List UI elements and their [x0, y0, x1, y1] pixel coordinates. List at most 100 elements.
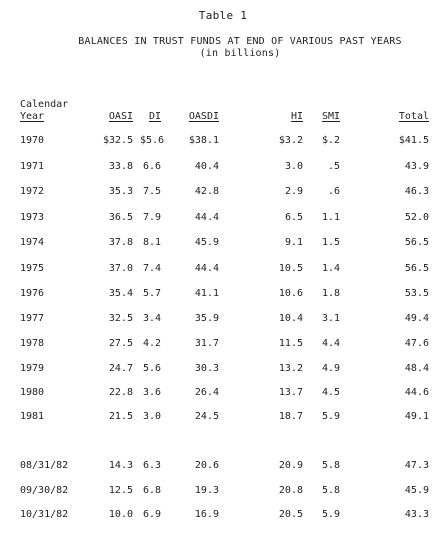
- table-row: 1977 32.5 3.4 35.9 10.4 3.1 49.4: [0, 313, 446, 327]
- cell-total: 56.5: [404, 263, 429, 274]
- cell-oasi: 37.0: [108, 263, 133, 274]
- cell-hi: 13.7: [278, 387, 303, 398]
- cell-di: 7.5: [142, 186, 161, 197]
- cell-year: 1970: [20, 135, 45, 146]
- cell-total: $41.5: [398, 135, 429, 146]
- cell-di: 3.0: [142, 411, 161, 422]
- cell-oasi: 35.3: [108, 186, 133, 197]
- cell-smi: 5.8: [321, 460, 340, 471]
- cell-oasi: $32.5: [103, 135, 134, 146]
- cell-year: 10/31/82: [20, 509, 69, 520]
- cell-year: 1979: [20, 363, 45, 374]
- cell-oasi: 36.5: [108, 212, 133, 223]
- cell-oasdi: 42.8: [194, 186, 219, 197]
- cell-oasi: 21.5: [108, 411, 133, 422]
- cell-oasi: 14.3: [108, 460, 133, 471]
- cell-oasdi: 44.4: [194, 263, 219, 274]
- cell-smi: 4.9: [321, 363, 340, 374]
- cell-year: 1972: [20, 186, 45, 197]
- column-header-oasi: OASI: [108, 111, 133, 122]
- cell-oasi: 35.4: [108, 288, 133, 299]
- cell-total: 43.3: [404, 509, 429, 520]
- column-header-total: Total: [398, 111, 429, 122]
- cell-di: 6.8: [142, 485, 161, 496]
- cell-hi: $3.2: [278, 135, 303, 146]
- cell-hi: 9.1: [284, 237, 303, 248]
- cell-total: 49.4: [404, 313, 429, 324]
- cell-oasdi: 19.3: [194, 485, 219, 496]
- cell-hi: 10.5: [278, 263, 303, 274]
- cell-di: 6.3: [142, 460, 161, 471]
- cell-hi: 10.6: [278, 288, 303, 299]
- cell-oasdi: 44.4: [194, 212, 219, 223]
- cell-oasdi: 20.6: [194, 460, 219, 471]
- cell-smi: 1.1: [321, 212, 340, 223]
- cell-smi: 5.9: [321, 509, 340, 520]
- cell-total: 53.5: [404, 288, 429, 299]
- table-row: 1980 22.8 3.6 26.4 13.7 4.5 44.6: [0, 387, 446, 401]
- column-header-hi: HI: [290, 111, 303, 122]
- cell-total: 45.9: [404, 485, 429, 496]
- cell-total: 47.3: [404, 460, 429, 471]
- table-row: 1976 35.4 5.7 41.1 10.6 1.8 53.5: [0, 288, 446, 302]
- cell-total: 46.3: [404, 186, 429, 197]
- cell-smi: 1.4: [321, 263, 340, 274]
- cell-hi: 18.7: [278, 411, 303, 422]
- cell-year: 1976: [20, 288, 45, 299]
- cell-oasi: 12.5: [108, 485, 133, 496]
- column-header-smi: SMI: [321, 111, 340, 122]
- cell-total: 56.5: [404, 237, 429, 248]
- cell-hi: 13.2: [278, 363, 303, 374]
- cell-oasi: 10.0: [108, 509, 133, 520]
- table-row: 1979 24.7 5.6 30.3 13.2 4.9 48.4: [0, 363, 446, 377]
- column-header-year-line1: Calendar: [20, 99, 69, 110]
- column-header-year-line2: Year: [20, 111, 45, 122]
- cell-oasdi: 30.3: [194, 363, 219, 374]
- table-title: Table 1: [198, 9, 248, 22]
- cell-total: 52.0: [404, 212, 429, 223]
- cell-total: 44.6: [404, 387, 429, 398]
- cell-smi: 1.8: [321, 288, 340, 299]
- cell-smi: 4.4: [321, 338, 340, 349]
- table-row: 1972 35.3 7.5 42.8 2.9 .6 46.3: [0, 186, 446, 200]
- cell-di: 7.4: [142, 263, 161, 274]
- cell-di: 3.4: [142, 313, 161, 324]
- table-subheading: (in billions): [199, 48, 281, 59]
- cell-year: 1981: [20, 411, 45, 422]
- cell-oasi: 22.8: [108, 387, 133, 398]
- cell-smi: 5.9: [321, 411, 340, 422]
- cell-oasdi: 40.4: [194, 161, 219, 172]
- table-row: 1971 33.8 6.6 40.4 3.0 .5 43.9: [0, 161, 446, 175]
- table-row: 10/31/82 10.0 6.9 16.9 20.5 5.9 43.3: [0, 509, 446, 523]
- cell-total: 47.6: [404, 338, 429, 349]
- cell-oasdi: 45.9: [194, 237, 219, 248]
- cell-di: 6.9: [142, 509, 161, 520]
- cell-oasdi: 26.4: [194, 387, 219, 398]
- table-row: 1981 21.5 3.0 24.5 18.7 5.9 49.1: [0, 411, 446, 425]
- cell-smi: .6: [327, 186, 340, 197]
- cell-year: 09/30/82: [20, 485, 69, 496]
- cell-hi: 3.0: [284, 161, 303, 172]
- table-row: 09/30/82 12.5 6.8 19.3 20.8 5.8 45.9: [0, 485, 446, 499]
- cell-hi: 10.4: [278, 313, 303, 324]
- cell-hi: 20.9: [278, 460, 303, 471]
- cell-hi: 2.9: [284, 186, 303, 197]
- cell-year: 1977: [20, 313, 45, 324]
- cell-oasdi: 24.5: [194, 411, 219, 422]
- cell-di: 3.6: [142, 387, 161, 398]
- cell-smi: $.2: [321, 135, 340, 146]
- cell-smi: .5: [327, 161, 340, 172]
- cell-smi: 5.8: [321, 485, 340, 496]
- cell-oasdi: 16.9: [194, 509, 219, 520]
- column-header-di: DI: [148, 111, 161, 122]
- cell-year: 1980: [20, 387, 45, 398]
- table-row: 08/31/82 14.3 6.3 20.6 20.9 5.8 47.3: [0, 460, 446, 474]
- cell-di: 5.7: [142, 288, 161, 299]
- cell-oasi: 37.8: [108, 237, 133, 248]
- cell-year: 1971: [20, 161, 45, 172]
- cell-year: 1975: [20, 263, 45, 274]
- cell-oasi: 32.5: [108, 313, 133, 324]
- cell-di: 5.6: [142, 363, 161, 374]
- cell-oasdi: 31.7: [194, 338, 219, 349]
